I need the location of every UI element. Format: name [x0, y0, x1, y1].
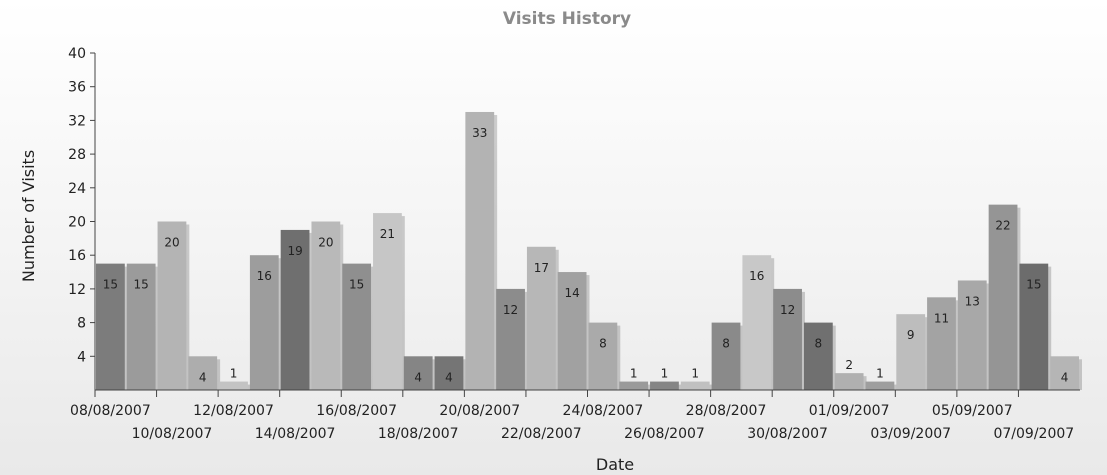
data-label: 16	[749, 269, 764, 283]
data-label: 13	[965, 294, 980, 308]
data-label: 22	[995, 219, 1010, 233]
x-tick-label: 01/09/2007	[809, 403, 890, 419]
bar	[834, 373, 864, 390]
data-label: 15	[103, 278, 118, 292]
data-label: 16	[257, 269, 272, 283]
bar	[373, 213, 402, 390]
x-tick-label: 30/08/2007	[747, 426, 828, 442]
x-tick-label: 22/08/2007	[501, 426, 582, 442]
data-label: 8	[599, 337, 607, 351]
bar	[711, 322, 741, 390]
x-tick-label: 03/09/2007	[870, 426, 951, 442]
bar	[865, 381, 895, 390]
bar	[588, 322, 618, 390]
y-tick-label: 16	[68, 248, 86, 264]
data-label: 4	[445, 370, 453, 384]
x-ticks-group: 08/08/2007 10/08/2007 12/08/2007 14/08/2007…	[70, 390, 1074, 442]
y-axis-label: Number of Visits	[19, 150, 38, 282]
bar	[896, 314, 926, 390]
data-label: 8	[722, 337, 730, 351]
x-tick-label: 26/08/2007	[624, 426, 705, 442]
x-tick-label: 16/08/2007	[316, 403, 397, 419]
data-label: 15	[1026, 278, 1041, 292]
x-tick-label: 28/08/2007	[686, 403, 767, 419]
data-label: 9	[907, 328, 915, 342]
bar	[311, 221, 341, 390]
x-tick-label: 05/09/2007	[932, 403, 1013, 419]
bars-group	[96, 111, 1082, 390]
data-label: 1	[876, 367, 884, 381]
x-tick-label: 08/08/2007	[70, 403, 151, 419]
bar	[496, 288, 525, 390]
data-label: 1	[230, 367, 238, 381]
x-tick-label: 20/08/2007	[439, 403, 520, 419]
y-tick-label: 32	[68, 113, 86, 129]
y-tick-label: 12	[68, 282, 86, 298]
bar	[773, 288, 802, 390]
data-label: 1	[691, 367, 699, 381]
bar	[988, 204, 1018, 390]
data-label: 11	[934, 311, 949, 325]
bar	[403, 356, 433, 390]
bar	[280, 229, 310, 390]
data-label: 2	[845, 358, 853, 372]
y-tick-label: 24	[68, 181, 86, 197]
data-label: 20	[318, 236, 333, 250]
data-label: 17	[534, 261, 549, 275]
bar	[680, 381, 710, 390]
bar	[526, 246, 556, 390]
x-axis-label: Date	[596, 455, 634, 474]
bar	[249, 255, 279, 390]
bar	[188, 356, 218, 390]
data-label: 4	[1061, 370, 1069, 384]
x-tick-label: 14/08/2007	[255, 426, 336, 442]
x-tick-label: 18/08/2007	[378, 426, 459, 442]
data-label: 21	[380, 227, 395, 241]
y-tick-label: 20	[68, 215, 86, 231]
data-label: 8	[815, 337, 823, 351]
data-label: 15	[134, 278, 149, 292]
x-tick-label: 12/08/2007	[193, 403, 274, 419]
data-label: 1	[661, 367, 669, 381]
bar	[96, 263, 125, 390]
bar	[126, 263, 156, 390]
data-label: 15	[349, 278, 364, 292]
data-label: 33	[472, 126, 487, 140]
bar	[957, 280, 987, 390]
data-label: 12	[780, 303, 795, 317]
data-label: 4	[414, 370, 422, 384]
bar	[927, 297, 956, 390]
data-label: 12	[503, 303, 518, 317]
bar	[650, 381, 679, 390]
y-tick-label: 4	[77, 349, 86, 365]
data-label: 14	[564, 286, 579, 300]
y-ticks-group: 4 8 12 16 20 24 28 32 36 40	[68, 46, 95, 365]
y-tick-label: 36	[68, 80, 86, 96]
bar	[219, 381, 248, 390]
bar	[434, 356, 464, 390]
bar	[1050, 356, 1079, 390]
y-tick-label: 28	[68, 147, 86, 163]
y-tick-label: 40	[68, 46, 86, 62]
data-label: 19	[287, 244, 302, 258]
bar	[619, 381, 649, 390]
x-tick-label: 24/08/2007	[563, 403, 644, 419]
bar	[1019, 263, 1049, 390]
data-label: 20	[164, 236, 179, 250]
y-tick-label: 8	[77, 316, 86, 332]
data-label: 1	[630, 367, 638, 381]
x-tick-label: 07/09/2007	[993, 426, 1074, 442]
bar	[557, 272, 587, 390]
bar	[742, 255, 772, 390]
bar	[465, 111, 495, 390]
bar	[157, 221, 187, 390]
bar	[803, 322, 833, 390]
x-tick-label: 10/08/2007	[132, 426, 213, 442]
bar	[342, 263, 372, 390]
chart-title: Visits History	[503, 9, 631, 29]
data-label: 4	[199, 370, 207, 384]
